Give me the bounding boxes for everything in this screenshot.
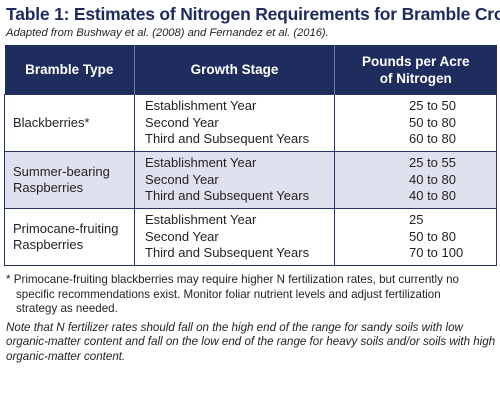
bramble-type-cell: Primocane-fruiting Raspberries — [4, 208, 135, 266]
source-citation: Adapted from Bushway et al. (2008) and F… — [6, 27, 329, 39]
fertilizer-note: Note that N fertilizer rates should fall… — [6, 320, 496, 365]
nitrogen-rate-line: 60 to 80 — [409, 131, 456, 147]
growth-stage-line: Third and Subsequent Years — [145, 188, 310, 204]
nitrogen-rate-line: 25 — [409, 212, 424, 228]
growth-stage-line: Third and Subsequent Years — [145, 131, 310, 147]
growth-stage-line: Establishment Year — [145, 98, 257, 114]
bramble-type-line: Blackberries* — [13, 114, 90, 130]
growth-stage-line: Second Year — [145, 114, 219, 130]
growth-stage-cell: Establishment Year Second Year Third and… — [134, 208, 335, 266]
bramble-type-line: Raspberries — [13, 237, 84, 252]
header-growth-stage: Growth Stage — [134, 45, 335, 95]
note-line: organic-matter content. — [6, 349, 126, 363]
bramble-type-line: Raspberries — [13, 180, 84, 195]
growth-stage-line: Third and Subsequent Years — [145, 245, 310, 261]
growth-stage-cell: Establishment Year Second Year Third and… — [134, 94, 335, 152]
table-row: Primocane-fruiting Raspberries Establish… — [4, 208, 497, 266]
header-rate-line-2: of Nitrogen — [379, 70, 452, 86]
nitrogen-rate-cell: 25 to 55 40 to 80 40 to 80 — [334, 151, 497, 209]
footnote-line: * Primocane-fruiting blackberries may re… — [6, 273, 459, 286]
nitrogen-rate-line: 40 to 80 — [409, 188, 456, 204]
table-row: Summer-bearing Raspberries Establishment… — [4, 151, 497, 209]
growth-stage-cell: Establishment Year Second Year Third and… — [134, 151, 335, 209]
growth-stage-line: Second Year — [145, 171, 219, 187]
table-row: Blackberries* Establishment Year Second … — [4, 94, 497, 152]
nitrogen-rate-line: 50 to 80 — [409, 228, 456, 244]
nitrogen-rate-cell: 25 50 to 80 70 to 100 — [334, 208, 497, 266]
table-title: Table 1: Estimates of Nitrogen Requireme… — [6, 4, 500, 24]
nitrogen-requirements-table: Bramble Type Growth Stage Pounds per Acr… — [4, 45, 497, 266]
footnote-line: specific recommendations exist. Monitor … — [16, 287, 441, 301]
nitrogen-rate-line: 25 to 55 — [409, 155, 456, 171]
bramble-type-cell: Blackberries* — [4, 94, 135, 152]
nitrogen-rate-cell: 25 to 50 50 to 80 60 to 80 — [334, 94, 497, 152]
growth-stage-line: Second Year — [145, 228, 219, 244]
header-pounds-per-acre: Pounds per Acre of Nitrogen — [334, 45, 497, 95]
note-line: Note that N fertilizer rates should fall… — [6, 320, 463, 334]
footnote-line: strategy as needed. — [16, 302, 118, 315]
growth-stage-line: Establishment Year — [145, 212, 257, 228]
nitrogen-rate-line: 70 to 100 — [409, 245, 464, 261]
header-bramble-type: Bramble Type — [4, 45, 135, 95]
growth-stage-line: Establishment Year — [145, 155, 257, 171]
bramble-type-cell: Summer-bearing Raspberries — [4, 151, 135, 209]
nitrogen-rate-line: 40 to 80 — [409, 171, 456, 187]
note-line: organic-matter content and fall on the l… — [6, 335, 496, 348]
nitrogen-rate-line: 25 to 50 — [409, 98, 456, 114]
bramble-type-line: Summer-bearing — [13, 163, 110, 179]
table-header-row: Bramble Type Growth Stage Pounds per Acr… — [4, 45, 497, 95]
footnote: * Primocane-fruiting blackberries may re… — [6, 273, 494, 317]
bramble-type-line: Primocane-fruiting — [13, 220, 119, 236]
nitrogen-rate-line: 50 to 80 — [409, 114, 456, 130]
header-rate-line-1: Pounds per Acre — [361, 53, 470, 69]
